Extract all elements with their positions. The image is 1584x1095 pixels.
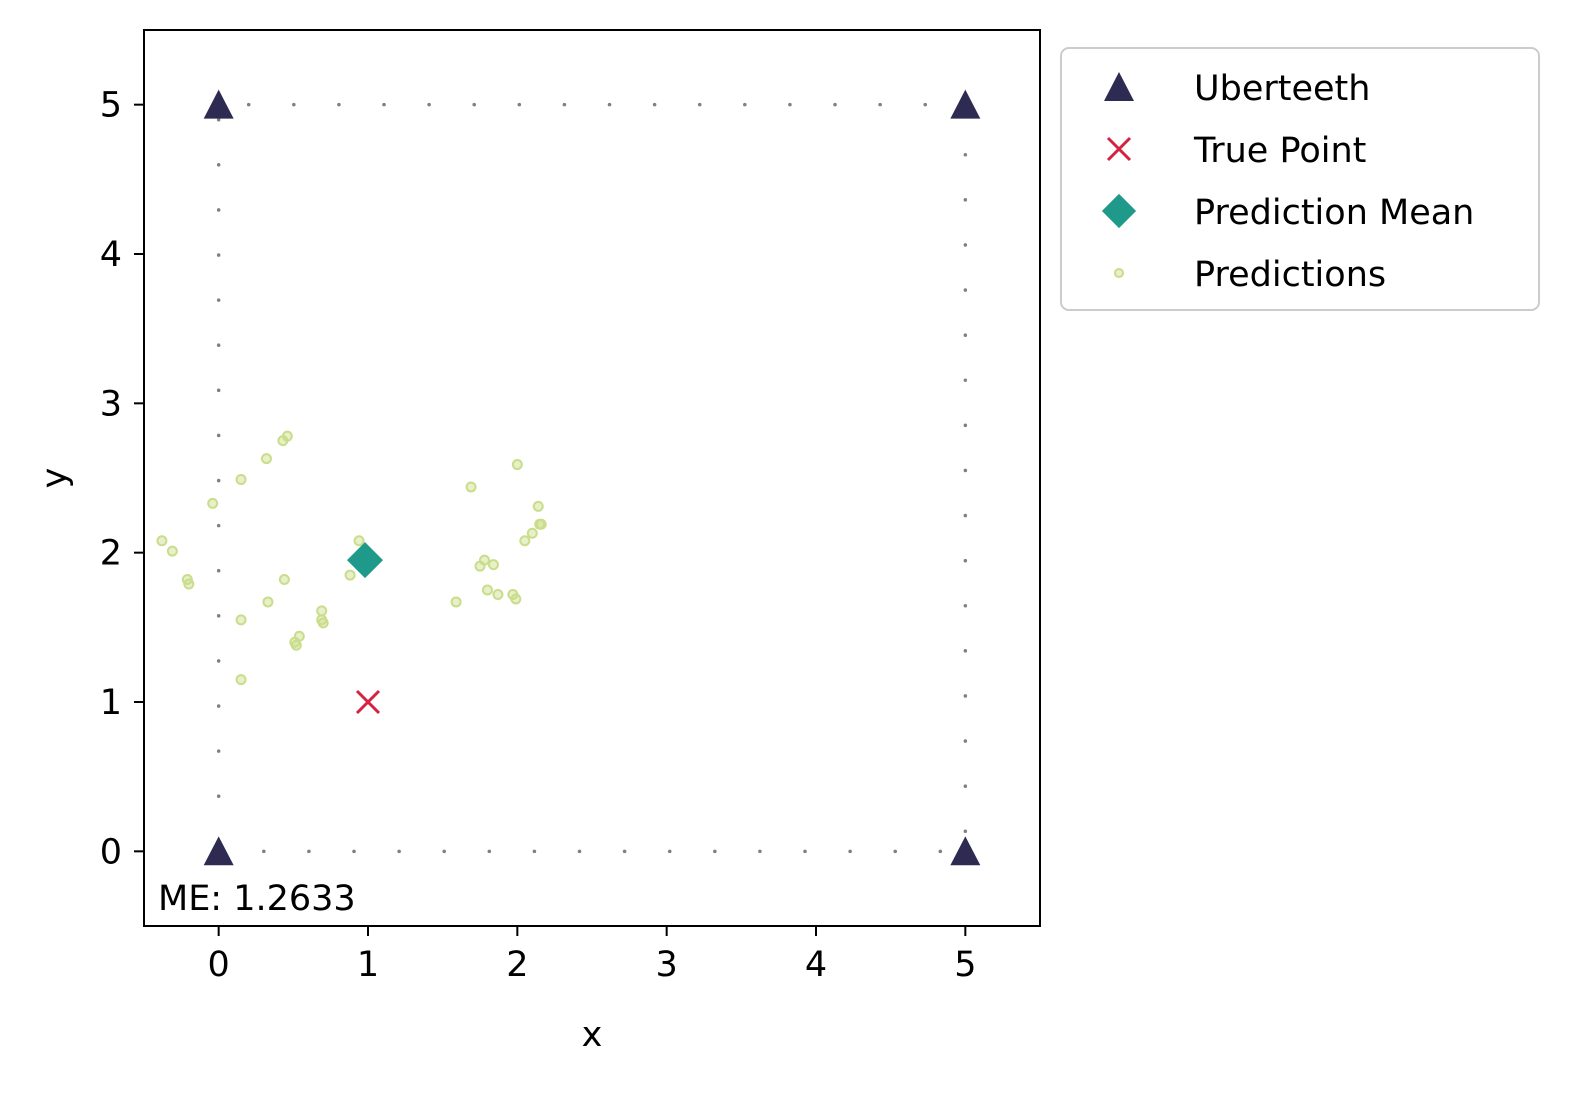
series-prediction-mean [347,542,384,579]
series-uberteeth [203,89,981,866]
x-tick-label: 1 [357,945,379,985]
predictions-point [278,574,290,586]
predictions-point [535,518,547,530]
legend-marker-predictions [1113,267,1125,279]
legend-items: Uberteeth True Point Prediction Mean Predic… [1101,69,1474,295]
predictions-point [235,674,247,686]
predictions-point [465,481,477,493]
series-predictions [156,430,547,686]
legend-item-true-point: True Point [1106,131,1366,171]
uberteeth-point [950,89,981,119]
predictions-point [235,614,247,626]
predictions-point [492,588,504,600]
legend-item-uberteeth: Uberteeth [1104,69,1370,109]
legend-item-predictions: Predictions [1113,255,1386,295]
x-tick-label: 4 [805,945,827,985]
predictions-point [290,639,302,651]
error-annotation: ME: 1.2633 [158,879,356,919]
predictions-point [481,584,493,596]
predictions-point [260,453,272,465]
y-axis: 0 1 2 3 4 5 [100,86,144,872]
y-tick-label: 0 [100,832,122,872]
legend-marker-true-point [1106,136,1132,162]
predictions-point [519,535,531,547]
predictions-point [316,605,328,617]
predictions-point [510,593,522,605]
prediction-mean-point [347,542,384,579]
uberteeth-point [950,836,981,866]
predictions-point [487,559,499,571]
predictions-point [166,545,178,557]
x-axis: 0 1 2 3 4 5 [208,926,976,985]
x-tick-label: 3 [656,945,678,985]
predictions-point [511,459,523,471]
legend-label: True Point [1193,131,1366,171]
predictions-point [235,473,247,485]
x-tick-label: 2 [506,945,528,985]
predictions-point [450,596,462,608]
plot-area [156,89,981,866]
predictions-point [478,554,490,566]
series-true-point [355,689,381,715]
predictions-point [317,617,329,629]
true-point-point [355,689,381,715]
x-axis-label: x [582,1015,603,1055]
x-tick-label: 5 [954,945,976,985]
predictions-point [344,569,356,581]
predictions-point [262,596,274,608]
predictions-point [526,527,538,539]
legend-label: Prediction Mean [1194,193,1474,233]
y-tick-label: 4 [100,235,122,275]
axes-frame [143,29,1041,927]
legend-marker-uberteeth [1104,72,1134,101]
uberteeth-point [203,836,234,866]
y-axis-label: y [35,468,75,489]
y-tick-label: 5 [100,86,122,126]
y-tick-label: 1 [100,683,122,723]
boundary-line [216,102,968,854]
predictions-point [293,630,305,642]
legend-label: Uberteeth [1194,69,1370,109]
legend: Uberteeth True Point Prediction Mean Predic… [1060,47,1540,311]
y-tick-label: 3 [100,384,122,424]
legend-item-prediction-mean: Prediction Mean [1101,193,1474,233]
y-tick-label: 2 [100,534,122,574]
uberteeth-point [203,89,234,119]
predictions-point [207,497,219,509]
predictions-point [353,535,365,547]
x-tick-label: 0 [208,945,230,985]
legend-marker-prediction-mean [1101,193,1137,229]
predictions-point [281,430,293,442]
predictions-point [532,500,544,512]
predictions-point [183,578,195,590]
legend-box [1060,47,1540,311]
legend-label: Predictions [1194,255,1386,295]
predictions-point [156,535,168,547]
